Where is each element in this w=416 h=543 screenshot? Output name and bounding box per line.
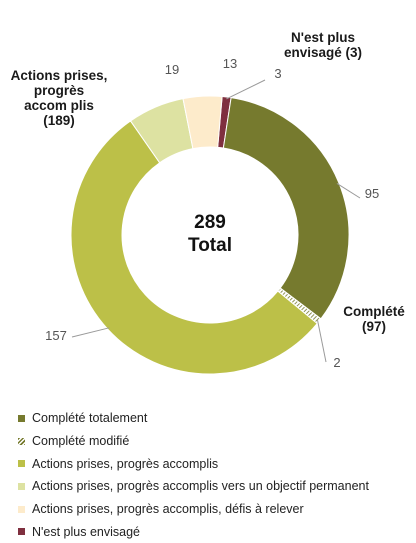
legend-label: Actions prises, progrès accomplis (32, 456, 219, 471)
slice-value-label: 2 (333, 355, 340, 370)
group-label-line: (97) (361, 319, 386, 334)
group-label-completed: Complété (97) (338, 304, 410, 334)
donut-slice (70, 120, 318, 375)
legend-label: Complété totalement (32, 411, 148, 426)
slice-value-label: 157 (45, 328, 67, 343)
legend-label: Actions prises, progrès accomplis, défis… (32, 502, 304, 517)
center-total-label: Total (188, 235, 232, 256)
legend-item: Actions prises, progrès accomplis vers u… (18, 475, 410, 498)
legend-swatch (18, 460, 25, 468)
donut-slices (70, 95, 350, 375)
group-label-line: envisagé (3) (283, 45, 363, 60)
legend: Complété totalement Complété modifié Act… (18, 407, 410, 543)
slice-value-label: 13 (223, 56, 237, 71)
legend-swatch (18, 414, 25, 422)
legend-item: Complété totalement (18, 407, 410, 430)
center-total-value: 289 (194, 212, 226, 233)
leader-line (71, 327, 110, 338)
slice-labels: 3 95 2 157 19 13 (45, 56, 379, 370)
group-label-line: Complété (343, 304, 405, 319)
legend-label: Complété modifié (32, 434, 130, 449)
group-label-actions: Actions prises, progrès accom plis (189) (2, 68, 116, 128)
legend-swatch (18, 482, 25, 490)
group-label-line: N'est plus (291, 30, 355, 45)
legend-item: N'est plus envisagé (18, 520, 410, 543)
legend-swatch (18, 528, 25, 536)
group-label-line: (189) (43, 113, 75, 128)
group-label-line: Actions prises, (10, 68, 108, 83)
legend-swatch (18, 437, 25, 445)
slice-value-label: 19 (165, 62, 179, 77)
legend-item: Actions prises, progrès accomplis (18, 452, 410, 475)
slice-value-label: 3 (274, 66, 281, 81)
group-label-line: progrès (33, 83, 85, 98)
group-label-line: accom plis (24, 98, 94, 113)
legend-item: Actions prises, progrès accomplis, défis… (18, 498, 410, 521)
donut-slice (222, 97, 350, 320)
donut-slice (182, 95, 223, 150)
donut-chart: 3 95 2 157 19 13 289 Total (45, 56, 379, 375)
legend-swatch (18, 505, 25, 513)
leader-line (336, 183, 361, 199)
leader-line (316, 319, 327, 363)
legend-label: Actions prises, progrès accomplis vers u… (32, 479, 369, 494)
legend-label: N'est plus envisagé (32, 524, 141, 539)
slice-value-label: 95 (365, 186, 379, 201)
group-label-abandoned: N'est plus envisagé (3) (268, 30, 378, 60)
legend-item: Complété modifié (18, 430, 410, 453)
leader-line (226, 79, 266, 100)
leader-lines (71, 79, 361, 363)
